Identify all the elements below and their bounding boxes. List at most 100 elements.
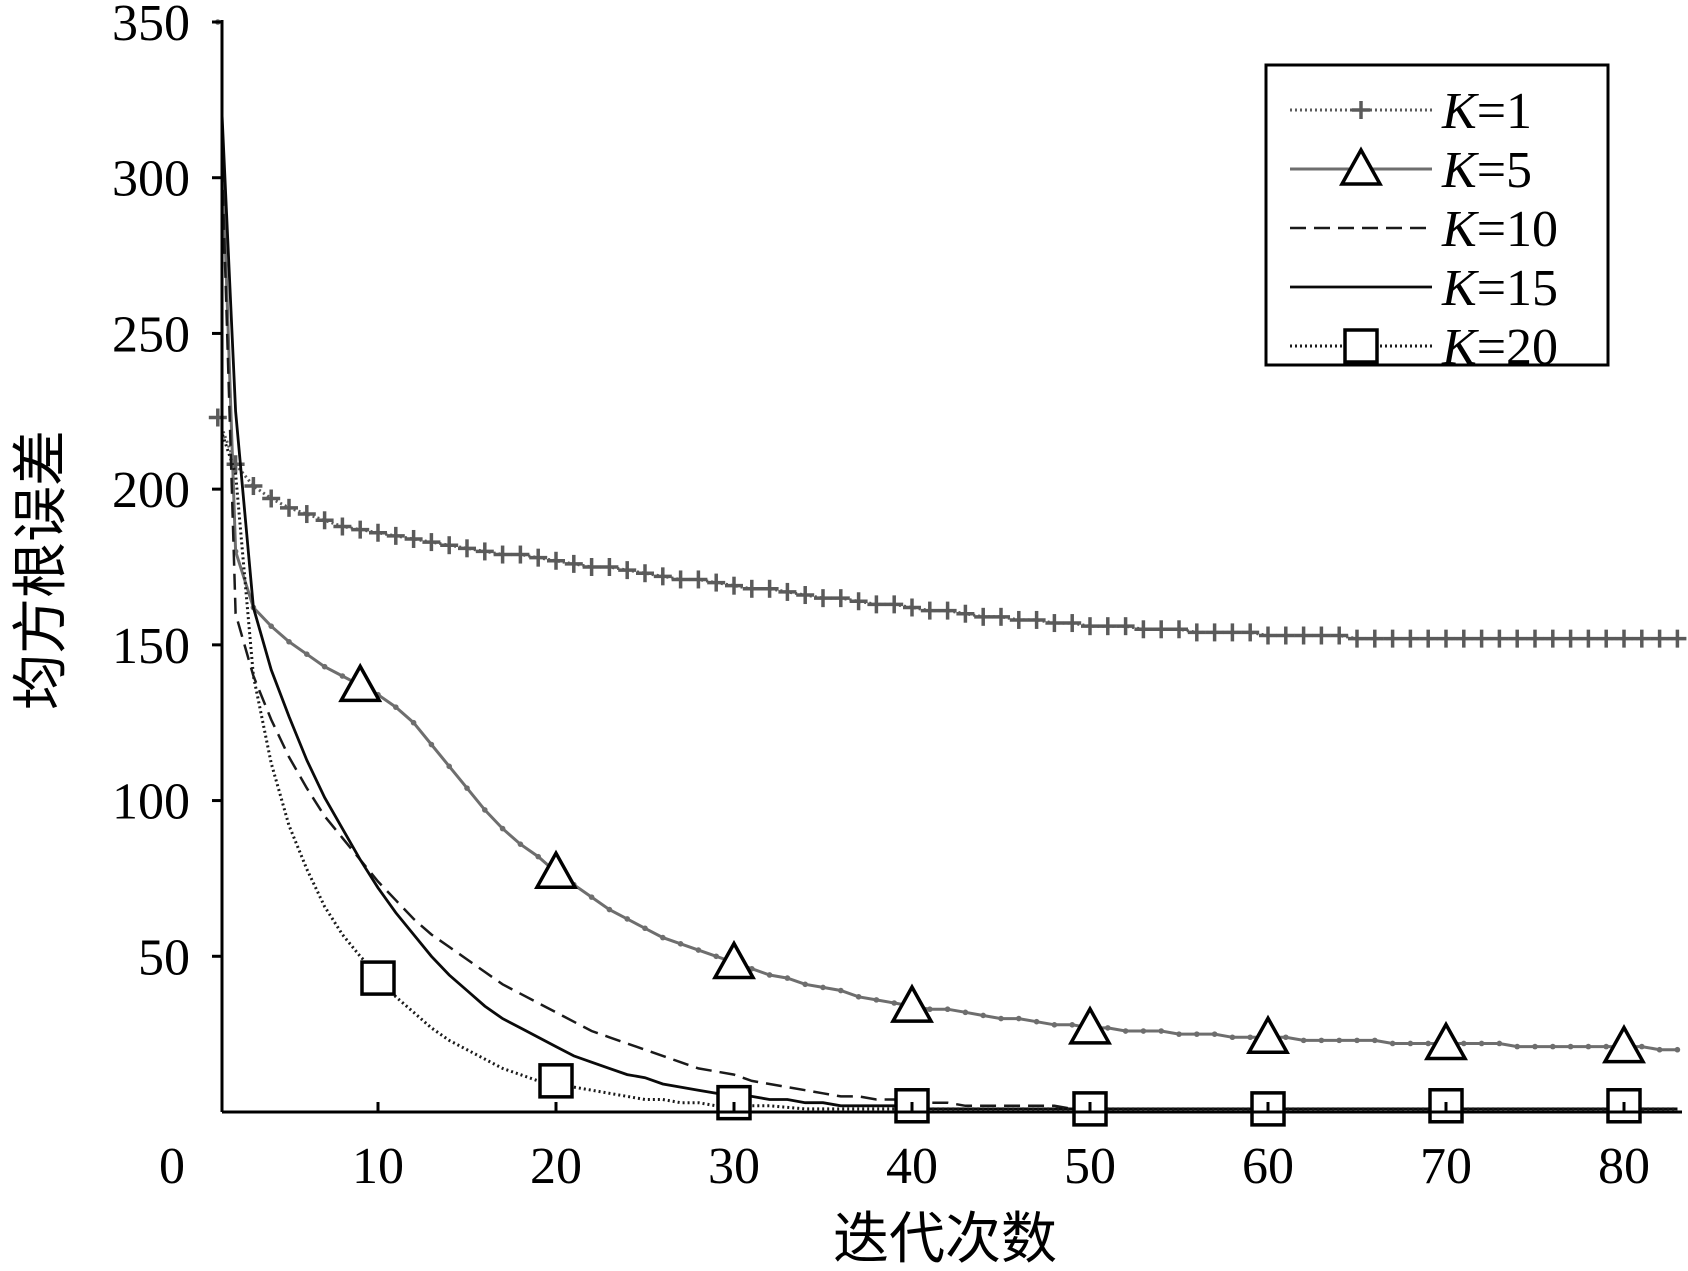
series-dot-1-25	[660, 934, 666, 941]
series-dot-1-28	[713, 953, 719, 960]
series-dot-1-36	[855, 993, 862, 1000]
series-dot-1-40	[927, 1006, 933, 1013]
y-tick-label-1: 100	[112, 774, 190, 831]
triangle-marker-3	[890, 983, 934, 1023]
y-axis-label: 均方根误差	[9, 430, 74, 710]
legend-label-value: =10	[1477, 201, 1558, 258]
legend-label-3: K=15	[1441, 260, 1558, 317]
series-dot-1-64	[1354, 1037, 1360, 1044]
triangle-marker-7	[1602, 1024, 1646, 1064]
series-dot-1-34	[820, 984, 826, 991]
series-dot-1-26	[677, 941, 684, 947]
legend-label-value: =5	[1477, 142, 1532, 199]
legend-entry-1: K=5	[1290, 142, 1532, 199]
series-dot-1-74	[1532, 1043, 1538, 1050]
series-dot-1-76	[1567, 1043, 1574, 1050]
legend-entry-0: K=1	[1290, 83, 1532, 140]
x-tick-label-1: 20	[530, 1138, 582, 1195]
series-dot-1-7	[339, 673, 346, 679]
triangle-marker-1	[534, 849, 578, 889]
x-axis-ticks: 10 20 30 40 50 60 70 80	[352, 1102, 1650, 1195]
series-dot-1-11	[410, 719, 417, 726]
series-dot-1-50	[1105, 1025, 1111, 1031]
triangle-marker-6	[1424, 1020, 1468, 1061]
series-dot-1-17	[517, 841, 524, 847]
x-tick-label-3: 40	[886, 1138, 938, 1195]
series-dot-1-27	[695, 947, 702, 953]
legend-entry-4: K=20	[1290, 319, 1558, 376]
y-tick-label-0: 50	[138, 929, 190, 986]
legend-label-0: K=1	[1441, 83, 1532, 140]
legend-label-4: K=20	[1441, 319, 1558, 376]
series-dot-1-23	[624, 916, 630, 922]
legend-label-variable: K	[1441, 260, 1479, 317]
series-dot-1-15	[482, 807, 488, 813]
series-dot-1-18	[535, 853, 541, 860]
series-dot-1-24	[642, 925, 648, 932]
y-tick-label-6: 350	[112, 0, 190, 52]
series-dot-1-58	[1247, 1034, 1253, 1041]
series-dot-1-65	[1372, 1037, 1378, 1044]
square-marker-1	[538, 1063, 574, 1099]
series-dot-1-22	[606, 906, 613, 913]
series-dot-1-73	[1514, 1043, 1520, 1050]
series-dot-1-48	[1069, 1022, 1075, 1028]
series-dot-1-72	[1496, 1040, 1503, 1047]
series-dot-1-68	[1425, 1040, 1431, 1047]
series-dot-1-51	[1122, 1028, 1129, 1034]
legend-label-variable: K	[1441, 83, 1479, 140]
series-dot-1-54	[1176, 1031, 1182, 1037]
series-dot-1-41	[944, 1006, 951, 1013]
y-axis-ticks: 50 100 150 200 250 300 350	[112, 0, 222, 986]
legend-entry-2: K=10	[1290, 201, 1558, 258]
y-tick-label-3: 200	[112, 462, 190, 519]
series-dot-1-80	[1639, 1043, 1645, 1050]
legend-square	[1343, 328, 1379, 364]
plot-area	[208, 19, 1687, 1127]
triangle-marker-0	[338, 662, 383, 703]
series-k-1	[208, 408, 1687, 648]
legend-triangle	[1339, 146, 1383, 186]
triangle-marker-4	[1068, 1005, 1112, 1045]
series-dot-1-77	[1585, 1043, 1592, 1050]
origin-tick-label: 0	[159, 1138, 185, 1195]
legend: K=1K=5K=10K=15K=20	[1264, 63, 1610, 376]
series-dot-1-62	[1318, 1037, 1325, 1044]
series-dot-1-60	[1283, 1034, 1289, 1041]
legend-box	[1264, 63, 1610, 367]
series-dot-1-12	[428, 741, 435, 748]
series-dot-1-47	[1051, 1022, 1058, 1028]
legend-label-value: =15	[1477, 260, 1558, 317]
series-dot-1-33	[802, 981, 808, 988]
series-k-20	[222, 428, 1678, 1127]
series-dot-1-42	[962, 1009, 969, 1016]
series-dot-1-14	[464, 785, 470, 791]
series-dot-1-55	[1194, 1031, 1200, 1037]
y-tick-label-2: 150	[112, 618, 190, 675]
series-dot-1-70	[1461, 1040, 1467, 1047]
series-dot-1-16	[499, 825, 506, 832]
legend-label-variable: K	[1441, 319, 1479, 376]
series-dot-1-61	[1300, 1037, 1307, 1044]
series-dot-1-53	[1158, 1028, 1164, 1034]
series-line-4	[222, 428, 1678, 1111]
square-marker-0	[360, 960, 396, 996]
series-dot-1-4	[286, 638, 292, 645]
square-marker-7	[1606, 1088, 1642, 1124]
series-dot-1-31	[766, 972, 773, 978]
series-dot-1-45	[1016, 1015, 1022, 1022]
series-dot-1-75	[1550, 1043, 1556, 1050]
legend-label-value: =1	[1477, 83, 1532, 140]
x-tick-label-0: 10	[352, 1138, 404, 1195]
series-dot-1-21	[588, 894, 595, 900]
series-dot-1-6	[321, 663, 328, 670]
series-dot-1-46	[1033, 1018, 1040, 1025]
series-dot-1-38	[891, 1000, 897, 1006]
legend-label-variable: K	[1441, 142, 1479, 199]
x-tick-label-7: 80	[1598, 1138, 1650, 1195]
series-dot-1-43	[980, 1012, 986, 1019]
x-axis-label: 迭代次数	[833, 1207, 1057, 1271]
y-tick-label-5: 300	[112, 151, 190, 208]
legend-entry-3: K=15	[1290, 260, 1558, 317]
